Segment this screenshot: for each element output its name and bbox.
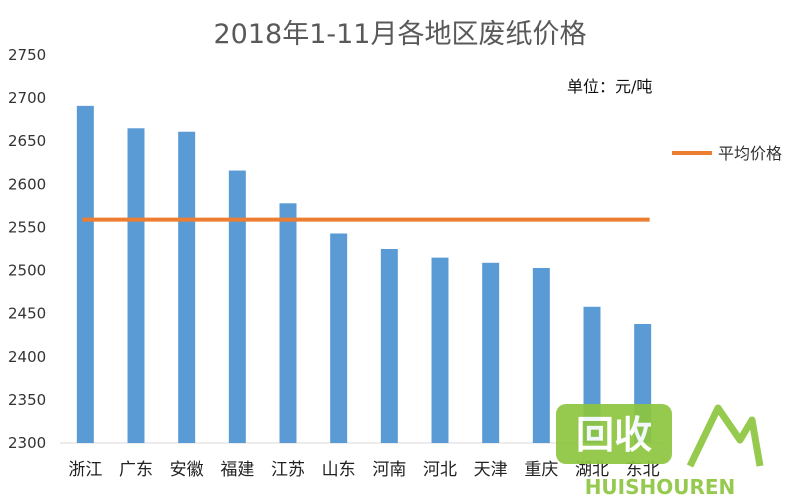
x-category-label: 广东 xyxy=(119,460,153,480)
bar xyxy=(330,233,348,443)
y-tick-label: 2600 xyxy=(8,175,46,193)
x-category-label: 湖北 xyxy=(575,460,609,480)
y-axis-ticks: 2300 2350 2400 2450 2500 2550 2600 2650 2700 2750 xyxy=(8,46,46,452)
y-tick-label: 2350 xyxy=(8,391,46,409)
x-category-label: 安徽 xyxy=(170,460,204,480)
y-tick-label: 2750 xyxy=(8,46,46,64)
bar xyxy=(228,170,246,443)
bar xyxy=(380,249,398,443)
y-tick-label: 2700 xyxy=(8,89,46,107)
x-category-label: 江苏 xyxy=(271,460,305,480)
y-tick-label: 2500 xyxy=(8,262,46,280)
legend: 平均价格 xyxy=(672,144,782,163)
bar xyxy=(279,203,297,443)
unit-label: 单位：元/吨 xyxy=(567,77,652,96)
x-category-label: 山东 xyxy=(322,460,356,480)
x-category-label: 重庆 xyxy=(524,460,558,480)
watermark-logo-text: 回收 xyxy=(576,413,652,457)
y-tick-label: 2650 xyxy=(8,132,46,150)
bar xyxy=(532,267,550,443)
x-category-label: 天津 xyxy=(474,460,508,480)
x-category-label: 浙江 xyxy=(68,460,102,480)
bar xyxy=(431,257,449,443)
bar-series xyxy=(76,105,652,444)
watermark-logo-box xyxy=(556,404,672,464)
legend-label-average: 平均价格 xyxy=(718,144,782,163)
x-category-label: 福建 xyxy=(220,460,254,480)
bar xyxy=(76,105,94,444)
watermark-site-text: HUISHOUREN xyxy=(585,475,736,499)
y-tick-label: 2550 xyxy=(8,218,46,236)
bar xyxy=(482,262,500,443)
x-category-label: 东北 xyxy=(626,460,660,480)
chart-title: 2018年1-11月各地区废纸价格 xyxy=(214,19,587,50)
y-tick-label: 2300 xyxy=(8,434,46,452)
watermark-leaf-icon xyxy=(686,404,764,468)
x-category-label: 河北 xyxy=(423,460,457,480)
bar xyxy=(127,128,145,444)
y-tick-label: 2450 xyxy=(8,305,46,323)
watermark: 回收 HUISHOUREN xyxy=(556,404,764,499)
y-tick-label: 2400 xyxy=(8,348,46,366)
x-axis-categories: 浙江 广东 安徽 福建 江苏 山东 河南 河北 天津 重庆 湖北 东北 xyxy=(68,460,659,480)
bar xyxy=(178,131,196,443)
x-category-label: 河南 xyxy=(372,460,406,480)
